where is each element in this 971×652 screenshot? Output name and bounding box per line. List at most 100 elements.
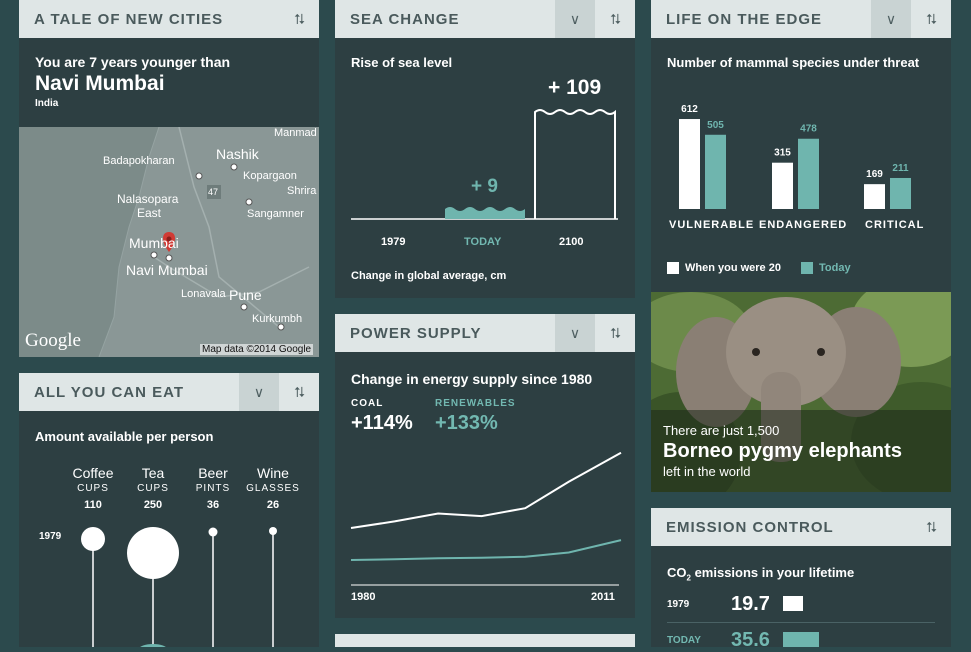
map-svg xyxy=(19,127,310,357)
chevron-down-icon[interactable]: ∨ xyxy=(555,0,595,38)
coal-label: COAL xyxy=(351,398,384,409)
year-label-2100: 2100 xyxy=(559,236,584,248)
emission-bar-today xyxy=(783,632,819,647)
bar-label-endangered-now: 478 xyxy=(800,124,817,135)
sea-chart xyxy=(351,109,618,220)
map-label-lonavala: Lonavala xyxy=(181,288,226,300)
map-label-kurkumbh: Kurkumbh xyxy=(252,313,303,325)
card-header: LIFE ON THE EDGE ∨ ⮁ xyxy=(651,0,951,38)
food-value: 26 xyxy=(266,499,280,511)
country-name: India xyxy=(35,98,59,109)
group-label-critical: CRITICAL xyxy=(865,219,925,231)
map-label-mumbai: Mumbai xyxy=(129,235,179,251)
map-label-pune: Pune xyxy=(229,287,262,303)
map-label-shrira: Shrira xyxy=(287,185,317,197)
food-item-tea: Tea CUPS 250 xyxy=(123,465,183,511)
card-title: EMISSION CONTROL xyxy=(666,518,834,536)
power-subtitle: Change in energy supply since 1980 xyxy=(351,371,593,387)
legend-then-label: When you were 20 xyxy=(685,262,781,274)
group-label-endangered: ENDANGERED xyxy=(759,219,848,231)
x-axis-start-label: 1980 xyxy=(351,591,376,603)
map-label-east: East xyxy=(137,206,162,220)
share-icon[interactable]: ⮁ xyxy=(925,10,937,27)
bar-critical-now xyxy=(890,177,911,209)
card-header: POWER SUPPLY ∨ ⮁ xyxy=(335,314,635,352)
food-name: Beer xyxy=(198,465,228,481)
bar-vulnerable-then xyxy=(679,119,700,209)
food-value: 110 xyxy=(84,499,102,511)
chevron-down-icon[interactable]: ∨ xyxy=(555,314,595,352)
emission-year-today: TODAY xyxy=(667,635,701,646)
eat-subtitle: Amount available per person xyxy=(35,429,214,444)
coal-value: +114% xyxy=(351,412,413,434)
future-value: + 109 xyxy=(548,76,602,99)
map-label-nashik: Nashik xyxy=(216,146,259,162)
bar-label-endangered-then: 315 xyxy=(774,148,791,159)
elephant-caption-line2: Borneo pygmy elephants xyxy=(663,440,902,462)
food-item-coffee: Coffee CUPS 110 xyxy=(63,465,123,511)
share-icon[interactable]: ⮁ xyxy=(293,10,305,27)
share-icon[interactable]: ⮁ xyxy=(293,383,305,400)
food-value: 250 xyxy=(143,499,163,511)
road-number: 47 xyxy=(208,187,219,197)
year-label: 1979 xyxy=(39,531,62,542)
share-icon[interactable]: ⮁ xyxy=(609,10,621,27)
bar-label-critical-then: 169 xyxy=(866,169,883,180)
bar-critical-then xyxy=(864,184,885,209)
legend-then: When you were 20 xyxy=(667,262,781,274)
co-text: CO xyxy=(667,565,687,580)
tea-bubble xyxy=(127,527,179,579)
emission-value-today: 35.6 xyxy=(731,629,770,651)
bubble-chart xyxy=(81,527,277,647)
future-level-bar xyxy=(534,109,616,219)
map-label-navi-mumbai: Navi Mumbai xyxy=(126,262,208,278)
x-axis-end-label: 2011 xyxy=(591,591,615,603)
group-label-vulnerable: VULNERABLE xyxy=(669,219,755,231)
card-header: EMISSION CONTROL ⮁ xyxy=(651,508,951,546)
renewables-label: RENEWABLES xyxy=(435,398,516,409)
map[interactable]: Manmad Badapokharan Nashik Kopargaon Nal… xyxy=(19,127,319,357)
chevron-down-icon[interactable]: ∨ xyxy=(239,373,279,411)
elephant-caption-line3: left in the world xyxy=(663,464,751,479)
food-name: Wine xyxy=(257,465,289,481)
food-item-wine: Wine GLASSES 26 xyxy=(243,465,303,511)
emission-year-1979: 1979 xyxy=(667,599,690,610)
share-icon[interactable]: ⮁ xyxy=(925,518,937,535)
tea-today-bubble xyxy=(140,644,166,647)
map-label-sangamner: Sangamner xyxy=(247,208,304,220)
food-unit: PINTS xyxy=(195,483,231,494)
food-name: Tea xyxy=(141,465,165,481)
today-level-bar xyxy=(445,207,525,219)
wine-bubble xyxy=(269,527,277,535)
series-line-coal xyxy=(350,451,622,529)
card-title: SEA CHANGE xyxy=(350,10,460,28)
share-icon[interactable]: ⮁ xyxy=(609,324,621,341)
elephant-photo-card[interactable]: There are just 1,500 Borneo pygmy elepha… xyxy=(651,292,951,492)
elephant-caption-line1: There are just 1,500 xyxy=(663,423,780,438)
legend-swatch-white xyxy=(667,262,679,274)
emission-value-1979: 19.7 xyxy=(731,593,770,615)
card-header: A TALE OF NEW CITIES ⮁ xyxy=(19,0,319,38)
chevron-down-icon[interactable]: ∨ xyxy=(871,0,911,38)
younger-text: You are 7 years younger than xyxy=(35,54,231,70)
map-attribution: Map data ©2014 Google xyxy=(200,344,314,355)
card-title: LIFE ON THE EDGE xyxy=(666,10,823,28)
food-name: Coffee xyxy=(72,465,114,481)
food-item-beer: Beer PINTS 36 xyxy=(183,465,243,511)
map-label-nalasopara: Nalasopara xyxy=(117,192,179,206)
bar-vulnerable-now xyxy=(705,134,726,209)
legend-swatch-teal xyxy=(801,262,813,274)
legend-now: Today xyxy=(801,262,851,274)
card-header: ALL YOU CAN EAT ∨ ⮁ xyxy=(19,373,319,411)
subtitle-rest: emissions in your lifetime xyxy=(690,565,855,580)
food-value: 36 xyxy=(206,499,220,511)
elephant-photo xyxy=(651,292,951,492)
today-value: + 9 xyxy=(471,176,498,197)
card-title: ALL YOU CAN EAT xyxy=(34,383,185,401)
year-label-today: TODAY xyxy=(464,236,502,248)
food-unit: CUPS xyxy=(77,483,109,494)
emission-bar-1979 xyxy=(783,596,803,611)
map-label-badapokharan: Badapokharan xyxy=(103,155,175,167)
sea-subtitle: Rise of sea level xyxy=(351,55,453,70)
co2-subscript: 2 xyxy=(686,573,691,583)
